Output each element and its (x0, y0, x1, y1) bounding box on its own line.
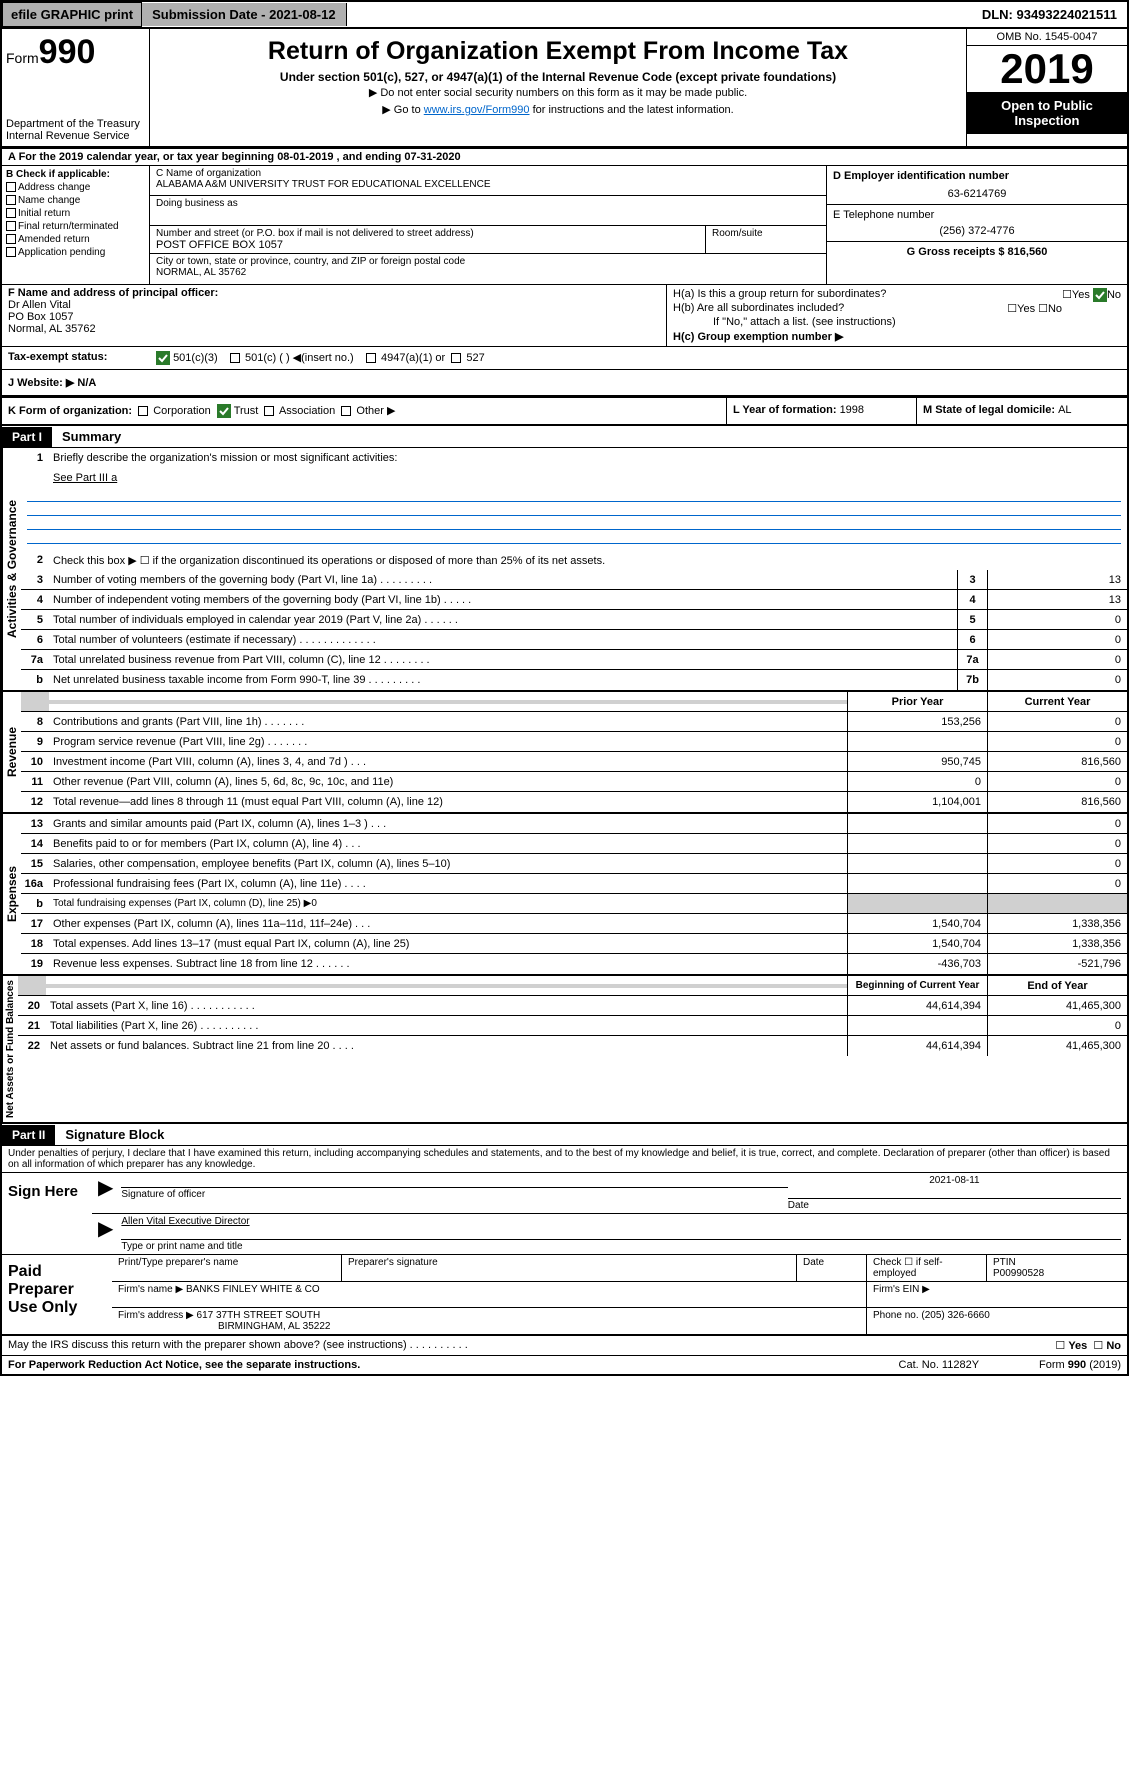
officer-addr2: Normal, AL 35762 (8, 323, 660, 335)
preparer-block: Paid Preparer Use Only Print/Type prepar… (2, 1255, 1127, 1336)
officer-addr1: PO Box 1057 (8, 311, 660, 323)
room-suite-label: Room/suite (706, 226, 826, 253)
expenses-label: Expenses (2, 814, 21, 974)
city-label: City or town, state or province, country… (156, 256, 820, 267)
omb-number: OMB No. 1545-0047 (967, 29, 1127, 46)
irs-link[interactable]: www.irs.gov/Form990 (424, 104, 530, 116)
submission-date: Submission Date - 2021-08-12 (142, 3, 347, 26)
addr-label: Number and street (or P.O. box if mail i… (156, 228, 699, 239)
gross-receipts: G Gross receipts $ 816,560 (833, 246, 1121, 258)
column-deg: D Employer identification number 63-6214… (827, 166, 1127, 284)
ein-value: 63-6214769 (833, 182, 1121, 200)
part2-header: Part II Signature Block (2, 1124, 1127, 1146)
org-name: ALABAMA A&M UNIVERSITY TRUST FOR EDUCATI… (156, 179, 820, 190)
summary-net-assets: Net Assets or Fund Balances Beginning of… (2, 976, 1127, 1124)
row-klm: K Form of organization: Corporation Trus… (2, 398, 1127, 426)
column-b-checkboxes: B Check if applicable: Address change Na… (2, 166, 150, 284)
h-a: H(a) Is this a group return for subordin… (673, 287, 1121, 301)
form-note-1: ▶ Do not enter social security numbers o… (154, 84, 962, 101)
form-title: Return of Organization Exempt From Incom… (154, 33, 962, 70)
part1-header: Part I Summary (2, 426, 1127, 448)
revenue-label: Revenue (2, 692, 21, 812)
h-b-note: If "No," attach a list. (see instruction… (673, 315, 1121, 329)
summary-expenses: Expenses 13Grants and similar amounts pa… (2, 814, 1127, 976)
chk-application-pending[interactable] (6, 247, 16, 257)
arrow-icon: ▶ (98, 1216, 121, 1252)
arrow-icon: ▶ (98, 1175, 121, 1211)
chk-4947[interactable] (366, 353, 376, 363)
check-icon (156, 351, 170, 365)
check-icon (217, 404, 231, 418)
net-assets-label: Net Assets or Fund Balances (2, 976, 18, 1122)
chk-amended-return[interactable] (6, 234, 16, 244)
dba-label: Doing business as (156, 198, 820, 209)
chk-address-change[interactable] (6, 182, 16, 192)
website-row: J Website: ▶ N/A (2, 370, 1127, 398)
tax-year: 2019 (967, 46, 1127, 92)
dln: DLN: 93493224021511 (972, 3, 1127, 26)
chk-assoc[interactable] (264, 406, 274, 416)
h-b: H(b) Are all subordinates included? ☐Yes… (673, 301, 1121, 315)
summary-revenue: Revenue Prior YearCurrent Year 8Contribu… (2, 692, 1127, 814)
footer: For Paperwork Reduction Act Notice, see … (2, 1356, 1127, 1374)
chk-name-change[interactable] (6, 195, 16, 205)
open-public-badge: Open to Public Inspection (967, 92, 1127, 134)
chk-corp[interactable] (138, 406, 148, 416)
h-c: H(c) Group exemption number ▶ (673, 329, 1121, 344)
form-number: Form990 (6, 33, 145, 72)
phone-label: E Telephone number (833, 209, 1121, 221)
officer-name: Dr Allen Vital (8, 299, 660, 311)
summary-governance: Activities & Governance 1Briefly describ… (2, 448, 1127, 692)
form-subtitle: Under section 501(c), 527, or 4947(a)(1)… (154, 70, 962, 84)
signature-block: Sign Here ▶ Signature of officer 2021-08… (2, 1173, 1127, 1255)
sign-here-label: Sign Here (2, 1173, 92, 1254)
governance-label: Activities & Governance (2, 448, 21, 690)
chk-other[interactable] (341, 406, 351, 416)
form-note-2: ▶ Go to www.irs.gov/Form990 for instruct… (154, 101, 962, 118)
department-label: Department of the Treasury Internal Reve… (6, 118, 145, 142)
paid-preparer-label: Paid Preparer Use Only (2, 1255, 112, 1334)
efile-print-button[interactable]: efile GRAPHIC print (2, 2, 142, 27)
penalty-statement: Under penalties of perjury, I declare th… (2, 1146, 1127, 1173)
top-bar: efile GRAPHIC print Submission Date - 20… (2, 2, 1127, 29)
form-header: Form990 Department of the Treasury Inter… (2, 29, 1127, 149)
column-c: C Name of organization ALABAMA A&M UNIVE… (150, 166, 827, 284)
chk-initial-return[interactable] (6, 208, 16, 218)
footer-form: Form 990 (2019) (1039, 1359, 1121, 1371)
chk-final-return[interactable] (6, 221, 16, 231)
discuss-row: May the IRS discuss this return with the… (2, 1336, 1127, 1356)
chk-527[interactable] (451, 353, 461, 363)
city-value: NORMAL, AL 35762 (156, 267, 820, 278)
section-fh: F Name and address of principal officer:… (2, 285, 1127, 347)
org-name-label: C Name of organization (156, 168, 820, 179)
ein-label: D Employer identification number (833, 170, 1009, 182)
check-icon (1093, 288, 1107, 302)
tax-exempt-row: Tax-exempt status: 501(c)(3) 501(c) ( ) … (2, 347, 1127, 370)
form-container: efile GRAPHIC print Submission Date - 20… (0, 0, 1129, 1376)
row-a-tax-year: A For the 2019 calendar year, or tax yea… (2, 149, 1127, 166)
chk-501c[interactable] (230, 353, 240, 363)
officer-label: F Name and address of principal officer: (8, 287, 218, 299)
addr-value: POST OFFICE BOX 1057 (156, 239, 699, 251)
phone-value: (256) 372-4776 (833, 221, 1121, 237)
section-bcd: B Check if applicable: Address change Na… (2, 166, 1127, 285)
